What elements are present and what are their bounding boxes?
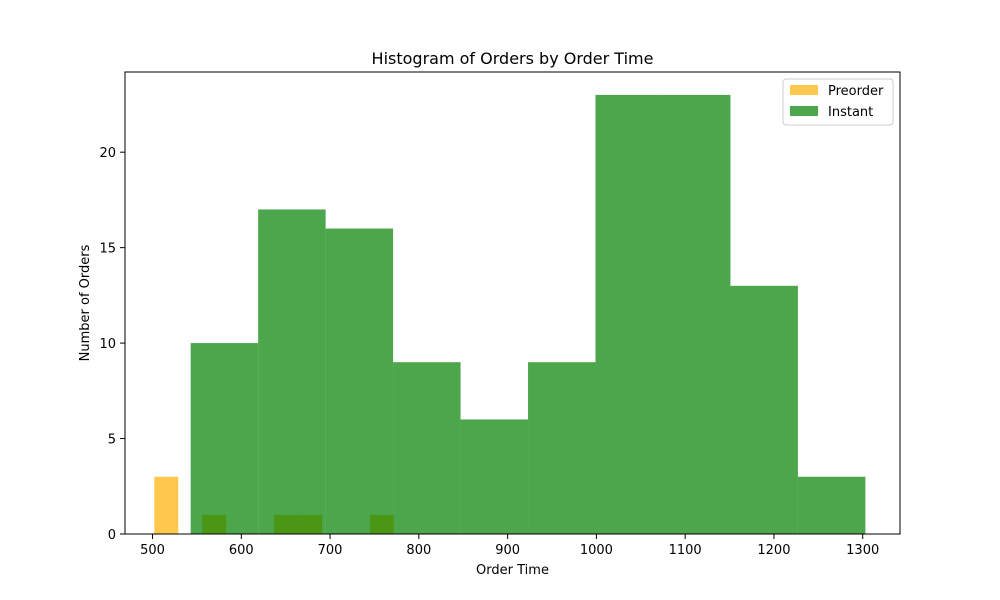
x-tick-label-8: 1300	[846, 543, 879, 558]
bar-instant-7	[662, 94, 731, 534]
y-tick-label-4: 20	[99, 146, 116, 161]
bar-preorder-0	[154, 476, 179, 534]
y-tick-label-2: 10	[99, 337, 116, 352]
x-tick-label-5: 1000	[580, 543, 613, 558]
bar-instant-8	[730, 285, 798, 534]
x-axis: 500 600 700 800 900 1000 1100 1200 1300	[140, 534, 879, 558]
x-tick-label-6: 1100	[669, 543, 702, 558]
histogram-bars	[154, 94, 866, 535]
bar-instant-0	[190, 343, 259, 534]
bar-instant-3	[393, 362, 461, 534]
x-tick-label-3: 800	[406, 543, 431, 558]
bar-instant-6	[595, 94, 663, 534]
x-tick-label-2: 700	[318, 543, 343, 558]
y-tick-label-1: 5	[108, 433, 116, 448]
y-tick-label-0: 0	[108, 528, 116, 543]
bar-instant-4	[460, 419, 529, 534]
legend-label-preorder: Preorder	[828, 84, 884, 99]
y-axis-label: Number of Orders	[78, 244, 93, 361]
bar-instant-1	[258, 209, 326, 535]
x-axis-label: Order Time	[476, 563, 549, 578]
x-tick-label-7: 1200	[757, 543, 790, 558]
bar-instant-2	[325, 228, 394, 534]
legend-label-instant: Instant	[828, 105, 873, 120]
legend-swatch-instant	[790, 106, 818, 116]
legend: Preorder Instant	[782, 78, 894, 126]
y-axis: 0 5 10 15 20	[99, 146, 125, 543]
chart-title: Histogram of Orders by Order Time	[372, 49, 654, 68]
bar-instant-5	[528, 362, 596, 534]
y-tick-label-3: 15	[99, 242, 116, 257]
x-tick-label-0: 500	[140, 543, 165, 558]
x-tick-label-1: 600	[229, 543, 254, 558]
bar-instant-9	[797, 476, 866, 534]
x-tick-label-4: 900	[495, 543, 520, 558]
legend-swatch-preorder	[790, 85, 818, 95]
plot-frame	[124, 71, 901, 535]
